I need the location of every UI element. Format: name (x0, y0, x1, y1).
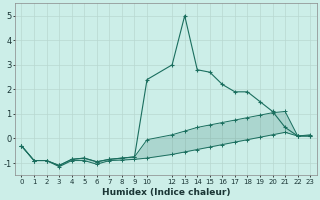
X-axis label: Humidex (Indice chaleur): Humidex (Indice chaleur) (102, 188, 230, 197)
